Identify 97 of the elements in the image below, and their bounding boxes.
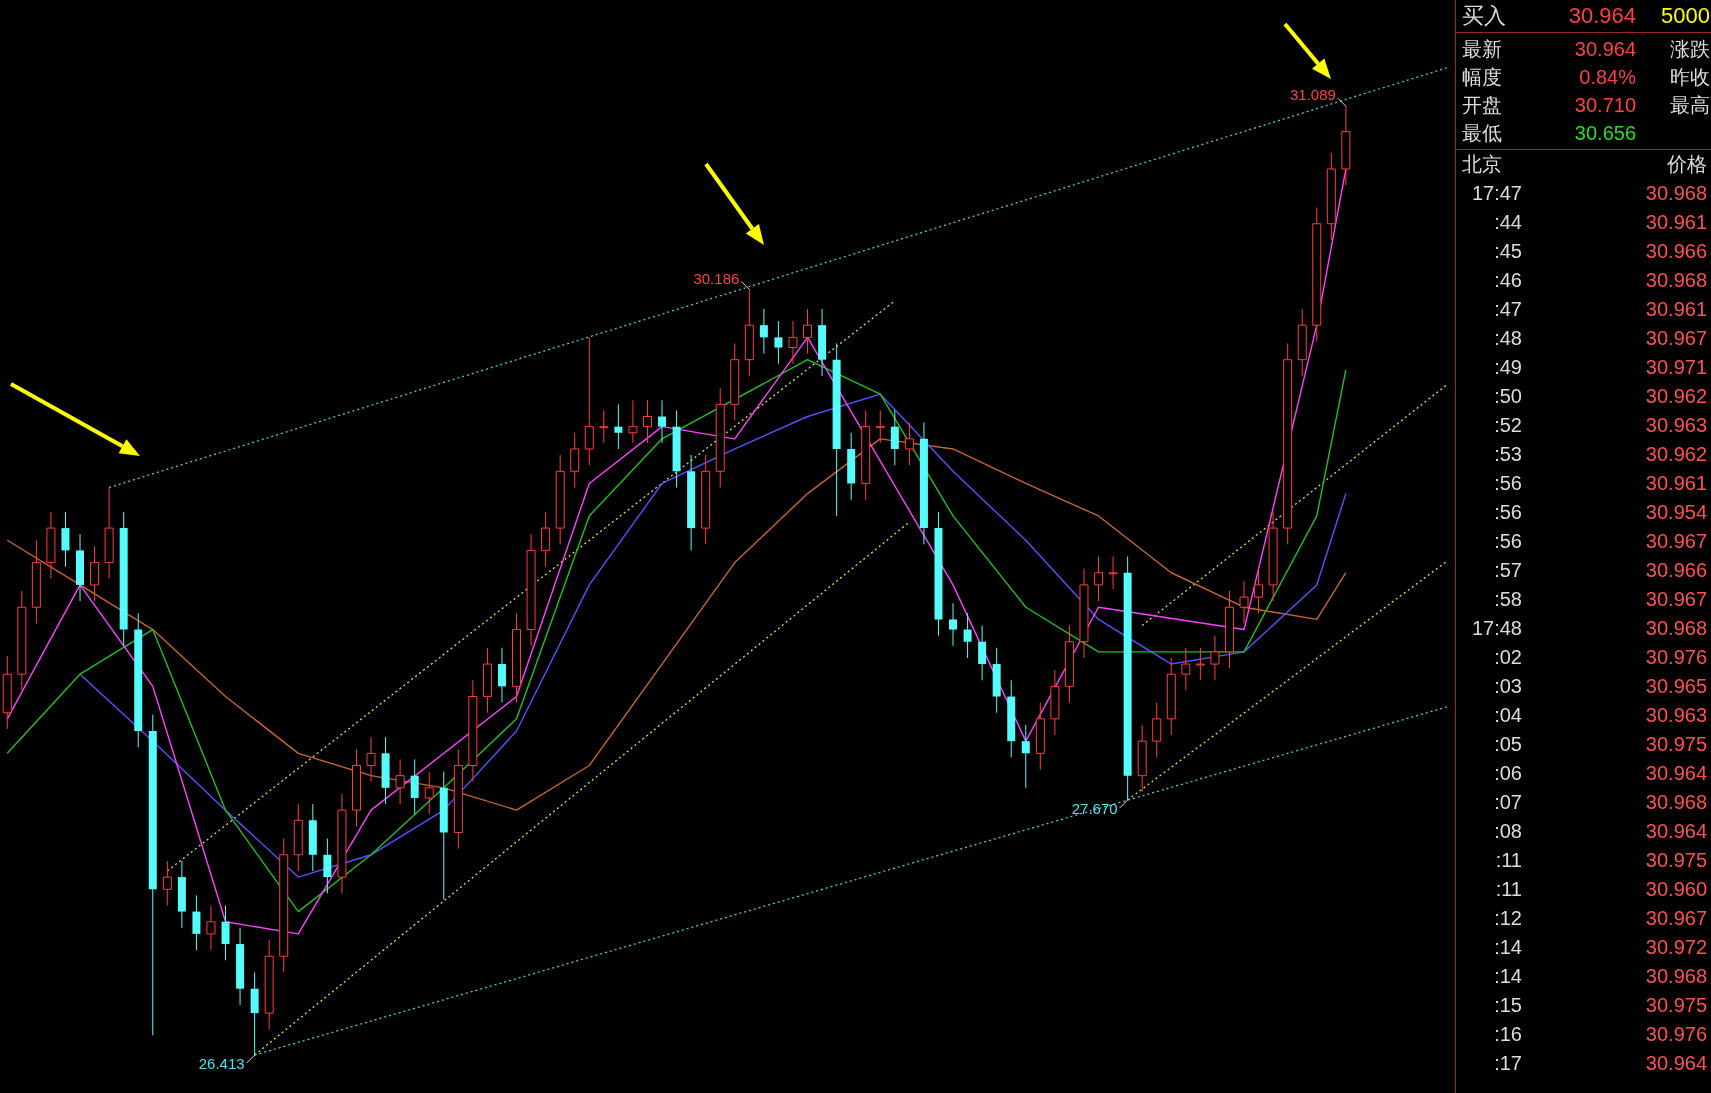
- category-label: :46: [1493, 268, 1522, 293]
- category-label: :14: [1493, 964, 1522, 989]
- text: 5000: [1660, 2, 1710, 30]
- data-label: 30.967: [1645, 529, 1707, 554]
- category-label: 17:47: [1470, 181, 1522, 206]
- data-label: 30.961: [1645, 210, 1707, 235]
- category-label: :44: [1493, 210, 1522, 235]
- category-label: :58: [1493, 587, 1522, 612]
- text: 30.964: [1567, 2, 1636, 30]
- category-label: :11: [1494, 877, 1522, 902]
- category-label: :47: [1493, 297, 1522, 322]
- candlestick: [497, 647, 506, 704]
- data-label: 30.976: [1645, 645, 1707, 670]
- text: 北京: [1462, 152, 1502, 177]
- data-label: 30.967: [1645, 587, 1707, 612]
- category-label: :16: [1493, 1022, 1522, 1047]
- category-label: :05: [1493, 732, 1522, 757]
- category-label: :52: [1493, 413, 1522, 438]
- data-label: 30.965: [1645, 674, 1707, 699]
- text: 31.089: [1289, 86, 1336, 104]
- data-label: 30.967: [1645, 326, 1707, 351]
- category-label: :56: [1493, 471, 1522, 496]
- text: 价格: [1667, 152, 1707, 177]
- data-label: 30.971: [1645, 355, 1707, 380]
- text: 0.84%: [1578, 65, 1636, 90]
- text: 最新: [1462, 37, 1503, 62]
- category-label: :11: [1494, 848, 1522, 873]
- data-label: 30.963: [1645, 413, 1707, 438]
- data-label: 30.966: [1645, 239, 1707, 264]
- candlestick: [658, 399, 667, 444]
- category-label: :03: [1493, 674, 1522, 699]
- text: 30.656: [1573, 121, 1636, 146]
- data-label: 30.964: [1645, 1051, 1707, 1076]
- data-label: 30.964: [1645, 819, 1707, 844]
- category-label: :53: [1493, 442, 1522, 467]
- text: 昨收: [1669, 65, 1710, 90]
- candlestick: [221, 905, 230, 961]
- category-label: :04: [1493, 703, 1522, 728]
- data-label: 30.972: [1645, 935, 1707, 960]
- text: 买入: [1462, 2, 1507, 30]
- category-label: :08: [1493, 819, 1522, 844]
- data-label: 30.966: [1645, 558, 1707, 583]
- text: 开盘: [1462, 93, 1503, 118]
- text: 幅度: [1462, 65, 1503, 90]
- candlestick: [949, 602, 958, 647]
- candlestick: [614, 403, 623, 450]
- candlestick: [61, 511, 70, 568]
- data-label: 30.960: [1645, 877, 1707, 902]
- category-label: :12: [1493, 906, 1522, 931]
- data-label: 30.962: [1645, 384, 1707, 409]
- annotation: 30.186: [693, 269, 740, 287]
- data-label: 30.962: [1645, 442, 1707, 467]
- data-label: 30.961: [1645, 471, 1707, 496]
- candlestick: [978, 625, 987, 681]
- data-label: 30.968: [1645, 790, 1707, 815]
- text: 最高: [1669, 93, 1710, 118]
- category-label: :06: [1493, 761, 1522, 786]
- text: 最低: [1462, 121, 1503, 146]
- text: 涨跌: [1669, 37, 1710, 62]
- text: 30.964: [1573, 37, 1636, 62]
- category-label: 17:48: [1470, 616, 1522, 641]
- data-label: 30.976: [1645, 1022, 1707, 1047]
- category-label: :56: [1493, 529, 1522, 554]
- candlestick: [1021, 724, 1030, 789]
- data-label: 30.963: [1645, 703, 1707, 728]
- category-label: :15: [1493, 993, 1522, 1018]
- data-label: 30.968: [1645, 181, 1707, 206]
- annotation: 27.670: [1071, 800, 1118, 818]
- data-label: 30.968: [1645, 964, 1707, 989]
- category-label: :17: [1493, 1051, 1522, 1076]
- candlestick: [774, 320, 783, 365]
- text: 30.710: [1573, 93, 1636, 118]
- data-label: 30.961: [1645, 297, 1707, 322]
- data-label: 30.954: [1645, 500, 1707, 525]
- category-label: :50: [1493, 384, 1522, 409]
- data-label: 30.967: [1645, 906, 1707, 931]
- data-label: 30.968: [1645, 616, 1707, 641]
- data-label: 30.968: [1645, 268, 1707, 293]
- text: 26.413: [198, 1055, 245, 1073]
- candlestick: [890, 409, 899, 466]
- category-label: :48: [1493, 326, 1522, 351]
- category-label: :45: [1493, 239, 1522, 264]
- data-label: 30.975: [1645, 993, 1707, 1018]
- data-label: 30.975: [1645, 732, 1707, 757]
- data-label: 30.964: [1645, 761, 1707, 786]
- category-label: :56: [1493, 500, 1522, 525]
- candlestick: [759, 308, 768, 355]
- category-label: :14: [1493, 935, 1522, 960]
- candlestick: [963, 612, 972, 659]
- candlestick: [410, 758, 419, 815]
- category-label: :49: [1493, 355, 1522, 380]
- category-label: :02: [1493, 645, 1522, 670]
- category-label: :57: [1493, 558, 1522, 583]
- category-label: :07: [1493, 790, 1522, 815]
- candlestick: [192, 894, 201, 951]
- data-label: 30.975: [1645, 848, 1707, 873]
- candlestick: [323, 838, 332, 894]
